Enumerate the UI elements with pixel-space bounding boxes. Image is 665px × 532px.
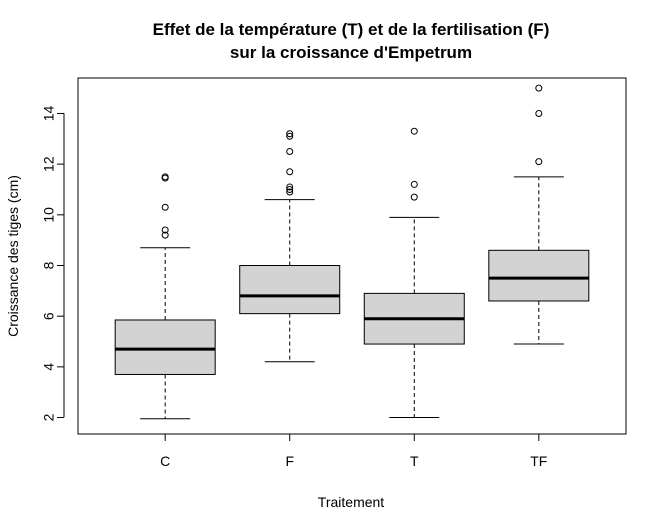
x-tick-label: TF (530, 453, 547, 469)
iqr-box (488, 249, 590, 302)
outlier-point (161, 203, 169, 211)
x-tick-label: C (160, 453, 170, 469)
y-tick-label: 2 (41, 413, 57, 421)
outlier-point (286, 132, 294, 140)
y-tick-label: 4 (41, 363, 57, 371)
y-tick-label: 8 (41, 261, 57, 269)
plot-area: 2 4 6 8 10 12 14 C F T TF (41, 84, 590, 469)
y-tick-label: 10 (41, 207, 57, 223)
iqr-box (114, 319, 216, 375)
y-tick-label: 12 (41, 156, 57, 172)
outlier-point (286, 183, 294, 191)
outlier-point (410, 127, 418, 135)
outlier-point (286, 130, 294, 138)
outlier-point (161, 226, 169, 234)
y-tick-label: 6 (41, 312, 57, 320)
outlier-point (161, 173, 169, 181)
outlier-point (286, 185, 294, 193)
outlier-point (161, 231, 169, 239)
iqr-box (239, 265, 341, 315)
outlier-point (410, 193, 418, 201)
y-axis-label: Croissance des tiges (cm) (5, 175, 21, 337)
outlier-point (286, 168, 294, 176)
x-tick-label: T (410, 453, 419, 469)
outlier-point (535, 158, 543, 166)
outlier-point (410, 180, 418, 188)
x-axis-label: Traitement (318, 494, 385, 510)
chart-title-line-1: Effet de la température (T) et de la fer… (153, 20, 550, 39)
outlier-point (535, 84, 543, 92)
x-tick-label: F (285, 453, 294, 469)
y-tick-label: 14 (41, 105, 57, 121)
outlier-point (535, 109, 543, 117)
outlier-point (286, 188, 294, 196)
chart-title-line-2: sur la croissance d'Empetrum (230, 43, 472, 62)
outlier-point (286, 147, 294, 155)
